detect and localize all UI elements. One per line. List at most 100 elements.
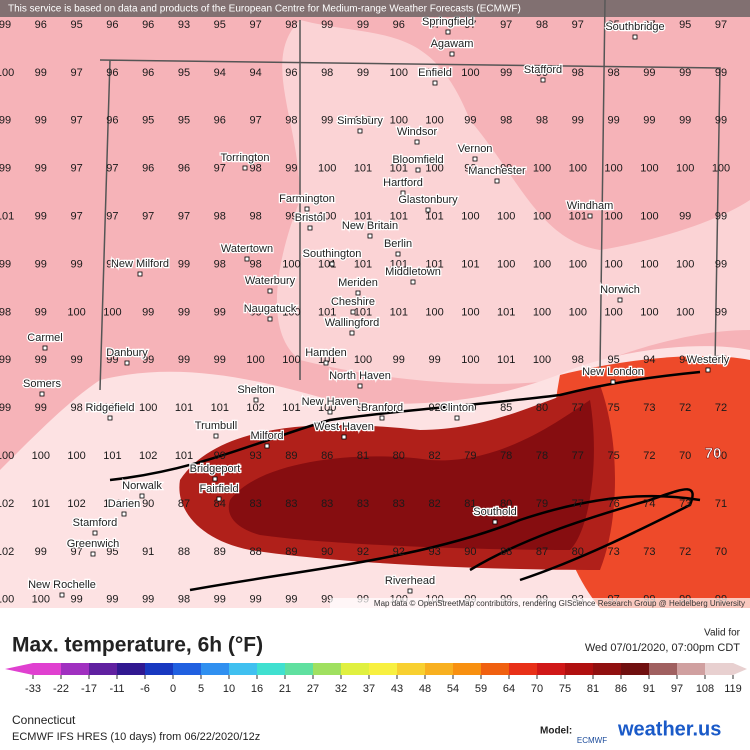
temperature-value: 100 xyxy=(676,258,694,270)
place-label: Hartford xyxy=(383,177,423,189)
colorbar-label: -11 xyxy=(109,683,124,695)
place-label: Southold xyxy=(473,506,516,518)
temperature-value: 100 xyxy=(461,354,479,366)
place-label: Riverhead xyxy=(385,575,435,587)
colorbar-arrow-right xyxy=(733,663,747,675)
temperature-value: 73 xyxy=(607,546,619,558)
temperature-value: 101 xyxy=(354,163,372,175)
valid-time: Wed 07/01/2020, 07:00pm CDT xyxy=(585,642,740,654)
place-label: Stamford xyxy=(73,517,118,529)
temperature-value: 95 xyxy=(178,67,190,79)
temperature-value: 94 xyxy=(643,354,655,366)
temperature-value: 100 xyxy=(282,306,300,318)
attribution-bg xyxy=(330,598,750,609)
temperature-value: 99 xyxy=(35,402,47,414)
colorbar-segment xyxy=(201,663,230,675)
place-dot xyxy=(410,279,416,285)
temperature-value: 101 xyxy=(211,402,229,414)
place-dot xyxy=(357,383,363,389)
temperature-value: 100 xyxy=(67,306,85,318)
temperature-value: 99 xyxy=(35,211,47,223)
temperature-value: 100 xyxy=(67,450,85,462)
temperature-value: 74 xyxy=(643,498,655,510)
temperature-value: 100 xyxy=(103,306,121,318)
temperature-value: 86 xyxy=(321,450,333,462)
temperature-value: 100 xyxy=(604,211,622,223)
place-label: Wallingford xyxy=(325,317,380,329)
model-run: ECMWF IFS HRES (10 days) from 06/22/2020… xyxy=(12,731,260,743)
place-dot xyxy=(407,588,413,594)
temperature-value: 100 xyxy=(533,163,551,175)
place-label: New Britain xyxy=(342,220,398,232)
temperature-value: 72 xyxy=(643,450,655,462)
temperature-value: 96 xyxy=(106,19,118,31)
temperature-value: 82 xyxy=(428,498,440,510)
temperature-value: 85 xyxy=(500,402,512,414)
temperature-value: 99 xyxy=(0,258,11,270)
temperature-value: 92 xyxy=(393,546,405,558)
temperature-value: 99 xyxy=(285,163,297,175)
place-dot xyxy=(42,345,48,351)
temperature-value: 99 xyxy=(214,306,226,318)
place-label: Farmington xyxy=(279,193,335,205)
place-dot xyxy=(213,433,219,439)
place-dot xyxy=(329,261,335,267)
temperature-value: 100 xyxy=(533,354,551,366)
temperature-value: 101 xyxy=(0,211,14,223)
place-label: Bristol xyxy=(295,212,326,224)
temperature-value: 95 xyxy=(715,354,727,366)
temperature-value: 73 xyxy=(643,546,655,558)
temperature-value: 99 xyxy=(321,115,333,127)
temperature-value: 97 xyxy=(106,163,118,175)
colorbar-segment xyxy=(397,663,426,675)
place-label: Southbridge xyxy=(605,21,664,33)
temperature-value: 97 xyxy=(70,211,82,223)
temperature-value: 99 xyxy=(35,115,47,127)
temperature-value: 101 xyxy=(318,306,336,318)
temperature-value: 101 xyxy=(425,211,443,223)
colorbar-label: 43 xyxy=(391,683,403,695)
temperature-value: 99 xyxy=(715,67,727,79)
place-dot xyxy=(432,80,438,86)
temperature-value: 99 xyxy=(500,163,512,175)
temperature-value: 90 xyxy=(464,402,476,414)
place-label: West Haven xyxy=(314,421,374,433)
place-label: Clinton xyxy=(440,402,474,414)
temperature-value: 100 xyxy=(32,450,50,462)
colorbar-segment xyxy=(565,663,594,675)
temperature-value: 99 xyxy=(106,354,118,366)
place-dot xyxy=(341,434,347,440)
temperature-value: 100 xyxy=(461,67,479,79)
temperature-value: 83 xyxy=(285,498,297,510)
temperature-value: 100 xyxy=(103,402,121,414)
place-dot xyxy=(267,288,273,294)
place-dot xyxy=(92,530,98,536)
temperature-value: 97 xyxy=(214,163,226,175)
temperature-value: 72 xyxy=(715,402,727,414)
temperature-value: 90 xyxy=(321,546,333,558)
temperature-value: 99 xyxy=(106,258,118,270)
temperature-value: 100 xyxy=(461,306,479,318)
temperature-value: 99 xyxy=(321,19,333,31)
temperature-value: 100 xyxy=(604,258,622,270)
place-label: Milford xyxy=(250,430,283,442)
temperature-value: 102 xyxy=(67,498,85,510)
temperature-value: 100 xyxy=(390,115,408,127)
place-dot xyxy=(379,415,385,421)
temperature-value: 98 xyxy=(249,258,261,270)
temperature-value: 101 xyxy=(318,258,336,270)
temperature-value: 99 xyxy=(679,67,691,79)
temperature-value: 101 xyxy=(354,258,372,270)
temperature-value: 101 xyxy=(32,498,50,510)
temperature-value: 99 xyxy=(285,211,297,223)
temperature-value: 77 xyxy=(572,450,584,462)
place-label: Westerly xyxy=(687,354,730,366)
temperature-value: 79 xyxy=(536,498,548,510)
colorbar-label: 97 xyxy=(671,683,683,695)
temperature-value: 101 xyxy=(282,402,300,414)
temperature-value: 100 xyxy=(604,163,622,175)
place-label: Hamden xyxy=(305,347,347,359)
colorbar-label: 70 xyxy=(531,683,543,695)
temperature-value: 100 xyxy=(425,67,443,79)
temperature-value: 98 xyxy=(607,67,619,79)
